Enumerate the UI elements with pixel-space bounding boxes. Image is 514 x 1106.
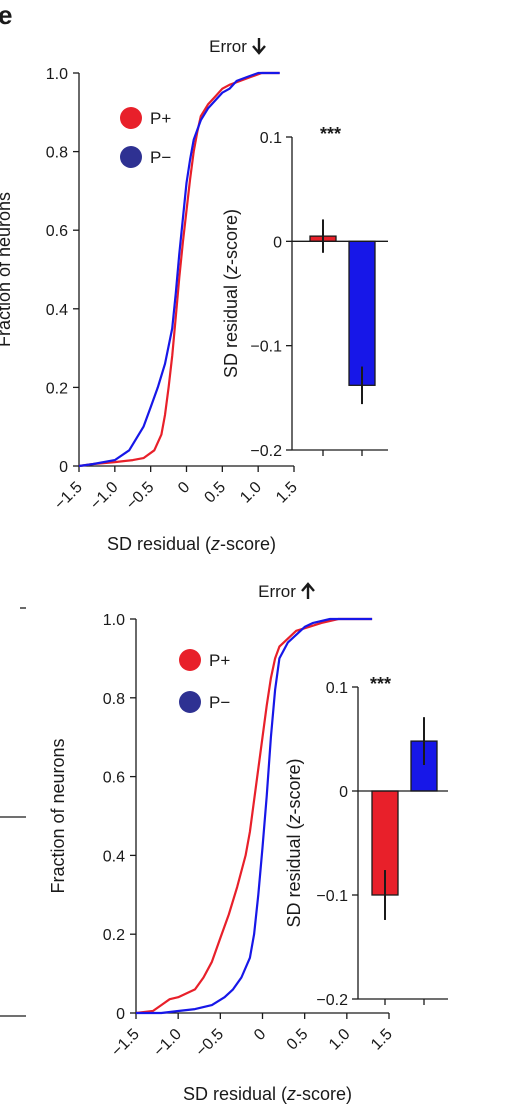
inset-y-tick-label: −0.1 bbox=[250, 339, 282, 356]
panel-letter: e bbox=[0, 0, 12, 30]
x-tick-label: −1.0 bbox=[87, 479, 121, 513]
arrow-down-icon bbox=[252, 38, 266, 55]
y-tick-label: 0.6 bbox=[103, 770, 125, 787]
y-axis-label: Fraction of neurons bbox=[48, 738, 68, 893]
chart-title: Error bbox=[209, 37, 247, 56]
inset-y-axis-label: SD residual (z-score) bbox=[221, 209, 241, 378]
legend-marker-p-minus bbox=[120, 146, 142, 168]
legend-marker-p-plus bbox=[120, 107, 142, 129]
significance-stars: *** bbox=[320, 124, 341, 144]
legend-label: P− bbox=[209, 693, 230, 712]
y-tick-label: 1.0 bbox=[103, 612, 125, 629]
x-tick-label: 1.5 bbox=[273, 479, 301, 507]
legend-marker-p-plus bbox=[179, 649, 201, 671]
top-inset-bar-chart: 0.1 0 −0.1 −0.2 *** SD residual (z-score) bbox=[221, 124, 388, 460]
inset-y-tick-label: 0.1 bbox=[326, 680, 348, 697]
bar-p-minus bbox=[348, 240, 376, 386]
x-axis-label: SD residual (z-score) bbox=[183, 1084, 352, 1104]
inset-y-tick-label: 0.1 bbox=[260, 130, 282, 147]
y-tick-label: 0.2 bbox=[46, 380, 68, 397]
x-tick-label: 1.5 bbox=[368, 1026, 396, 1054]
x-tick-label: 0 bbox=[175, 479, 193, 497]
x-tick-label: 1.0 bbox=[237, 479, 265, 507]
bottom-cdf-chart: Error 0 0.2 0.4 0.6 0.8 1.0 −1.5 −1.0 −0.5 0 0.5 1.0… bbox=[48, 582, 396, 1104]
y-tick-label: 0.4 bbox=[103, 848, 125, 865]
y-axis-label: Fraction of neurons bbox=[0, 192, 14, 347]
inset-y-tick-label: −0.1 bbox=[316, 888, 348, 905]
bottom-inset-bar-chart: 0.1 0 −0.1 −0.2 *** SD residual (z-score) bbox=[284, 674, 448, 1009]
inset-y-tick-label: −0.2 bbox=[250, 443, 282, 460]
y-tick-label: 0.8 bbox=[103, 691, 125, 708]
legend-label: P+ bbox=[150, 109, 171, 128]
y-tick-label: 0.2 bbox=[103, 927, 125, 944]
x-tick-label: −0.5 bbox=[123, 479, 157, 513]
series-line-p-minus bbox=[136, 617, 373, 1015]
x-tick-label: 0 bbox=[251, 1026, 269, 1044]
x-tick-label: −1.5 bbox=[108, 1026, 142, 1060]
series-line-p-minus bbox=[78, 71, 280, 468]
top-cdf-chart: Error 0 0.2 0.4 0.6 0.8 1.0 −1.5 −1.0 −0.5 0 0.5 1.0… bbox=[0, 37, 301, 554]
x-tick-label: 0.5 bbox=[201, 479, 229, 507]
inset-y-tick-label: −0.2 bbox=[316, 992, 348, 1009]
significance-stars: *** bbox=[370, 674, 391, 694]
x-tick-label: −1.5 bbox=[51, 479, 85, 513]
y-tick-label: 0.4 bbox=[46, 302, 68, 319]
y-tick-label: 0 bbox=[116, 1006, 125, 1023]
y-tick-label: 1.0 bbox=[46, 66, 68, 83]
arrow-up-icon bbox=[301, 582, 315, 599]
series-line-p-plus bbox=[135, 617, 373, 1015]
legend-label: P− bbox=[150, 148, 171, 167]
series-line-p-plus bbox=[78, 71, 280, 468]
y-tick-label: 0.6 bbox=[46, 223, 68, 240]
y-tick-label: 0 bbox=[59, 459, 68, 476]
inset-y-tick-label: 0 bbox=[273, 234, 282, 251]
x-tick-label: −1.0 bbox=[151, 1026, 185, 1060]
y-tick-label: 0.8 bbox=[46, 145, 68, 162]
x-tick-label: −0.5 bbox=[193, 1026, 227, 1060]
inset-y-tick-label: 0 bbox=[339, 784, 348, 801]
chart-title: Error bbox=[258, 582, 296, 601]
legend-label: P+ bbox=[209, 651, 230, 670]
x-tick-label: 0.5 bbox=[284, 1026, 312, 1054]
x-axis-label: SD residual (z-score) bbox=[107, 534, 276, 554]
inset-y-axis-label: SD residual (z-score) bbox=[284, 758, 304, 927]
x-tick-label: 1.0 bbox=[326, 1026, 354, 1054]
legend-marker-p-minus bbox=[179, 691, 201, 713]
